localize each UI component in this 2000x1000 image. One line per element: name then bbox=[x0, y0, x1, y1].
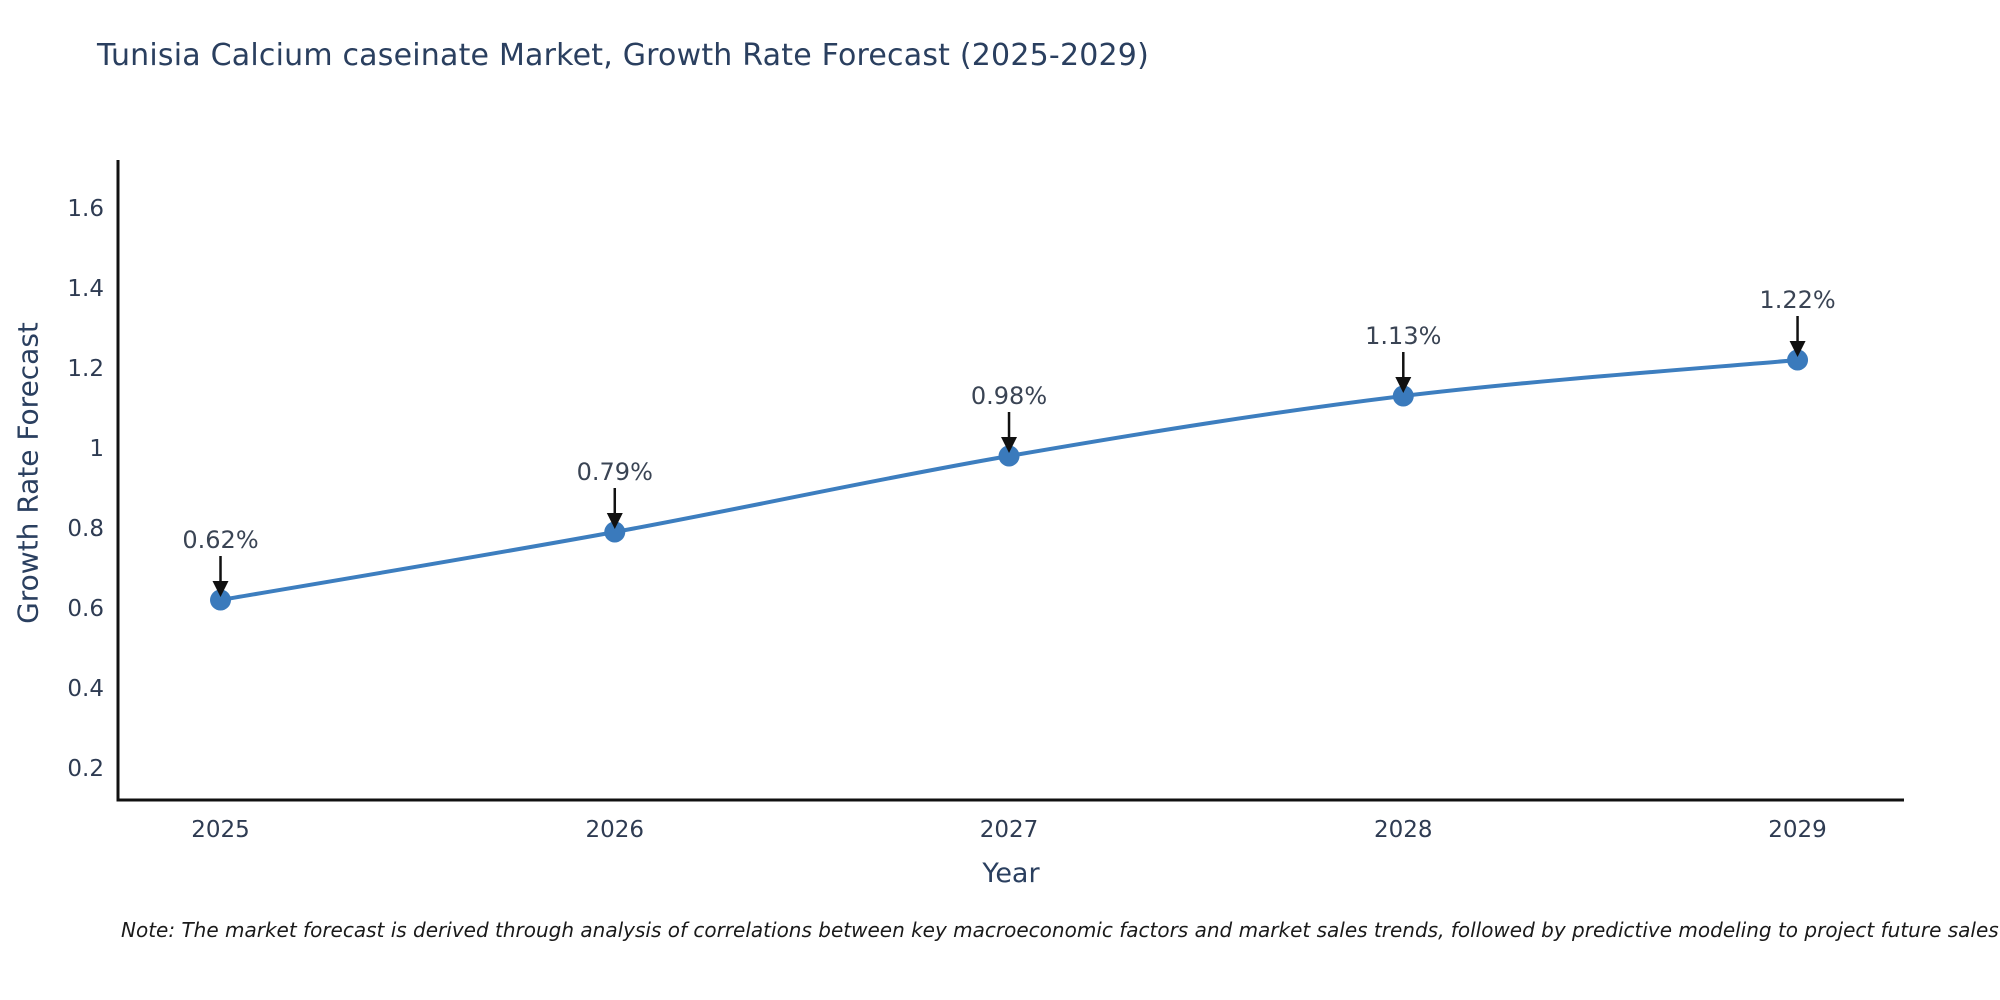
data-point-label: 1.13% bbox=[1365, 322, 1441, 350]
footnote-text: Note: The market forecast is derived thr… bbox=[121, 918, 1999, 942]
data-point-marker bbox=[604, 521, 626, 543]
y-tick-label: 0.4 bbox=[67, 676, 104, 702]
y-tick-label: 1.6 bbox=[67, 196, 104, 222]
x-tick-label: 2027 bbox=[980, 817, 1039, 843]
y-tick-label: 1.2 bbox=[67, 356, 104, 382]
y-tick-label: 1 bbox=[89, 436, 104, 462]
annotation-arrow-head bbox=[1395, 377, 1412, 393]
data-point-marker bbox=[210, 589, 232, 611]
x-tick-label: 2025 bbox=[191, 817, 250, 843]
data-point-marker bbox=[1787, 349, 1809, 371]
annotation-arrow-head bbox=[1789, 341, 1806, 357]
data-point-label: 0.79% bbox=[577, 458, 653, 486]
annotation-arrow-head bbox=[606, 513, 623, 529]
data-point-label: 0.98% bbox=[971, 382, 1047, 410]
data-point-marker bbox=[1392, 385, 1414, 407]
x-tick-label: 2029 bbox=[1768, 817, 1827, 843]
x-tick-label: 2028 bbox=[1374, 817, 1433, 843]
y-tick-label: 0.6 bbox=[67, 596, 104, 622]
x-axis-title: Year bbox=[982, 858, 1040, 889]
x-tick-label: 2026 bbox=[585, 817, 644, 843]
data-point-marker bbox=[998, 445, 1020, 467]
annotation-arrow-head bbox=[212, 581, 229, 597]
y-tick-label: 0.8 bbox=[67, 516, 104, 542]
chart-title: Tunisia Calcium caseinate Market, Growth… bbox=[97, 38, 1149, 73]
y-tick-label: 0.2 bbox=[67, 756, 104, 782]
annotation-arrow-head bbox=[1001, 437, 1018, 453]
y-tick-label: 1.4 bbox=[67, 276, 104, 302]
data-point-label: 1.22% bbox=[1759, 286, 1835, 314]
data-point-label: 0.62% bbox=[182, 526, 258, 554]
